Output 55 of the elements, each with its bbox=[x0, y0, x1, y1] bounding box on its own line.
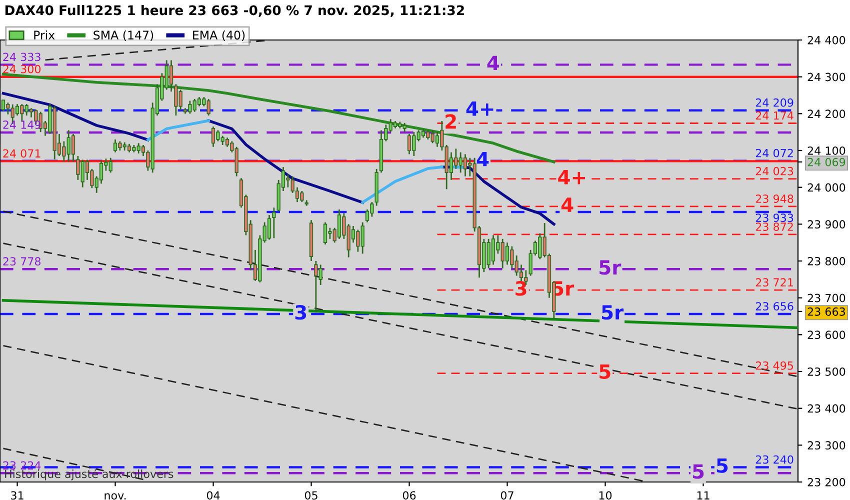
annotation: 5r bbox=[602, 305, 624, 320]
y-tick-label: 23 663 bbox=[808, 307, 845, 316]
y-tick-label: 23 500 bbox=[808, 367, 846, 376]
annotation: 5 bbox=[716, 458, 728, 473]
annotation: 23 495 bbox=[756, 361, 794, 370]
annotation: 24 174 bbox=[756, 111, 794, 120]
y-tick-label: 24 200 bbox=[808, 110, 846, 118]
x-tick-label: nov. bbox=[104, 493, 126, 500]
x-tick-label: 07 bbox=[500, 491, 514, 500]
annotation: 24 071 bbox=[3, 149, 40, 158]
annotation: 5 bbox=[600, 364, 610, 379]
annotation: 23 656 bbox=[756, 302, 794, 310]
x-tick-label: 06 bbox=[402, 491, 416, 500]
annotation: 5 bbox=[692, 464, 704, 479]
annotation: 5r bbox=[600, 260, 622, 275]
x-tick-label: 04 bbox=[206, 491, 220, 500]
annotation: 23 240 bbox=[756, 455, 794, 464]
annotation: 4 bbox=[487, 56, 500, 70]
annotation: 23 933 bbox=[756, 214, 794, 222]
x-tick-label: 10 bbox=[599, 491, 612, 500]
annotation: 3 bbox=[516, 281, 526, 296]
y-tick-label: 24 000 bbox=[808, 183, 846, 192]
annotation: 23 721 bbox=[756, 278, 793, 287]
annotation: 2 bbox=[446, 114, 456, 129]
y-tick-label: 24 300 bbox=[808, 72, 846, 82]
legend-label: EMA (40) bbox=[193, 30, 245, 41]
annotation: 4+ bbox=[466, 102, 494, 116]
y-tick-label: 24 400 bbox=[808, 36, 846, 44]
chart-title: DAX40 Full1225 1 heure 23 663 -0,60 % 7 nov. 2025, 11:21:32 bbox=[5, 5, 464, 17]
y-tick-label: 23 200 bbox=[808, 478, 846, 486]
annotation: 23 948 bbox=[756, 194, 794, 203]
annotation: 4 bbox=[561, 198, 574, 212]
x-tick-label: 31 bbox=[11, 491, 24, 500]
y-tick-label: 23 400 bbox=[808, 404, 846, 413]
x-tick-label: 11 bbox=[697, 491, 710, 500]
y-tick-label: 23 600 bbox=[808, 330, 846, 340]
annotation: 3 bbox=[295, 304, 306, 320]
x-tick-label: 05 bbox=[304, 491, 318, 500]
annotation: 4+ bbox=[558, 170, 585, 184]
y-tick-label: 24 100 bbox=[808, 146, 846, 155]
annotation: 24 209 bbox=[756, 98, 794, 107]
y-tick-label: 23 300 bbox=[808, 441, 846, 450]
annotation: 24 333 bbox=[3, 52, 40, 62]
y-tick-label: 23 900 bbox=[808, 220, 846, 229]
annotation: 23 872 bbox=[756, 222, 793, 231]
y-tick-label: 24 069 bbox=[808, 158, 846, 166]
legend-label: Prix bbox=[34, 30, 55, 40]
legend-label: SMA (147) bbox=[94, 30, 154, 41]
y-tick-label: 23 800 bbox=[808, 256, 846, 266]
annotation: 24 072 bbox=[756, 148, 793, 158]
annotation: 4 bbox=[476, 152, 489, 166]
annotation: 23 778 bbox=[3, 257, 41, 266]
annotation: 24 300 bbox=[3, 64, 41, 74]
y-tick-label: 23 700 bbox=[808, 294, 846, 302]
annotation: 24 023 bbox=[756, 166, 794, 176]
